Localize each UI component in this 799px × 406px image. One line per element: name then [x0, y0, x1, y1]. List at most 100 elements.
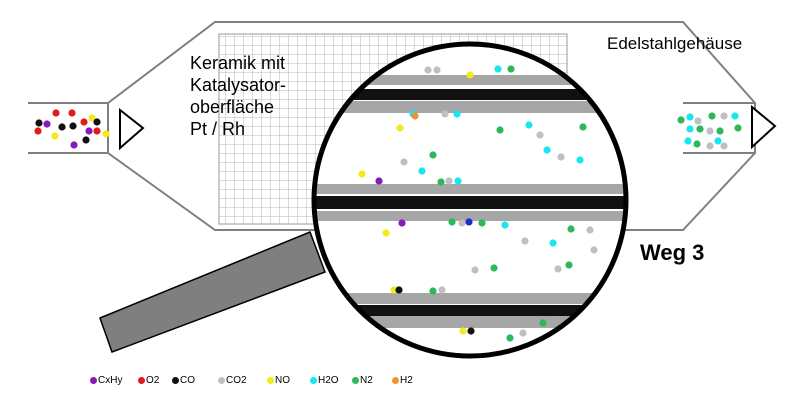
molecule-dot: [579, 123, 587, 131]
molecule-dot: [418, 167, 426, 175]
molecule-dot: [88, 114, 96, 122]
molecule-dot: [696, 125, 704, 133]
molecule-dot: [102, 130, 110, 138]
molecule-dot: [466, 71, 474, 79]
molecule-dot: [677, 116, 685, 124]
legend-swatch-co: [172, 377, 179, 384]
molecule-dot: [411, 112, 419, 120]
molecule-dot: [734, 124, 742, 132]
molecule-dot: [433, 66, 441, 74]
molecule-dot: [445, 177, 453, 185]
legend-swatch-n2: [352, 377, 359, 384]
molecule-dot: [429, 151, 437, 159]
molecule-dot: [395, 286, 403, 294]
magnifier-rim: [311, 41, 629, 359]
molecule-dot: [694, 117, 702, 125]
molecule-dot: [478, 219, 486, 227]
outlet-pipe: [683, 102, 755, 154]
molecule-dot: [708, 112, 716, 120]
molecule-dot: [590, 246, 598, 254]
inlet-pipe: [28, 102, 108, 154]
legend-swatch-h2: [392, 377, 399, 384]
molecule-dot: [686, 113, 694, 121]
molecule-dot: [536, 131, 544, 139]
molecule-dot: [69, 122, 77, 130]
molecule-dot: [458, 219, 466, 227]
legend-swatch-h2o: [310, 377, 317, 384]
molecule-dot: [525, 121, 533, 129]
molecule-dot: [85, 127, 93, 135]
molecule-dot: [565, 261, 573, 269]
molecule-dot: [684, 137, 692, 145]
molecule-dot: [400, 158, 408, 166]
legend-label-no: NO: [275, 375, 290, 386]
molecule-dot: [465, 218, 473, 226]
legend-label-co: CO: [180, 375, 195, 386]
molecule-dot: [52, 109, 60, 117]
legend-label-h2: H2: [400, 375, 413, 386]
legend-label-h2o: H2O: [318, 375, 339, 386]
molecule-dot: [554, 265, 562, 273]
molecule-dot: [706, 142, 714, 150]
legend-swatch-cxhy: [90, 377, 97, 384]
molecule-dot: [68, 109, 76, 117]
molecule-dot: [441, 110, 449, 118]
legend-label-cxhy: CxHy: [98, 375, 123, 386]
ceramic-label-line-2: Katalysator-: [190, 75, 287, 95]
ceramic-label-line-3: oberfläche: [190, 97, 275, 117]
molecule-dot: [519, 329, 527, 337]
molecule-dot: [543, 146, 551, 154]
molecule-dot: [471, 266, 479, 274]
legend-label-n2: N2: [360, 375, 373, 386]
molecule-dot: [375, 177, 383, 185]
molecule-dot: [437, 178, 445, 186]
molecule-dot: [501, 221, 509, 229]
molecule-dot: [58, 123, 66, 131]
molecule-dot: [70, 141, 78, 149]
molecule-dot: [549, 239, 557, 247]
molecule-dot: [693, 140, 701, 148]
molecule-dot: [448, 218, 456, 226]
molecule-dot: [358, 170, 366, 178]
molecule-dot: [93, 127, 101, 135]
molecule-dot: [93, 118, 101, 126]
ceramic-label-line-1: Keramik mit: [190, 53, 286, 73]
molecule-dot: [506, 334, 514, 342]
legend-swatch-co2: [218, 377, 225, 384]
legend-label-o2: O2: [146, 375, 160, 386]
molecule-field: [34, 65, 742, 342]
molecule-dot: [731, 112, 739, 120]
molecule-dot: [396, 124, 404, 132]
molecule-dot: [494, 65, 502, 73]
molecule-dot: [43, 120, 51, 128]
ceramic-label-line-4: Pt / Rh: [190, 119, 246, 139]
molecule-dot: [80, 118, 88, 126]
molecule-dot: [716, 127, 724, 135]
path-label: Weg 3: [640, 240, 705, 265]
molecule-dot: [706, 127, 714, 135]
legend-swatch-o2: [138, 377, 145, 384]
molecule-dot: [34, 127, 42, 135]
legend-swatch-no: [267, 377, 274, 384]
molecule-dot: [539, 319, 547, 327]
inlet-flow-arrow: [119, 107, 145, 151]
molecule-dot: [720, 112, 728, 120]
molecule-dot: [453, 110, 461, 118]
molecule-dot: [521, 237, 529, 245]
molecule-dot: [82, 136, 90, 144]
molecule-dot: [720, 142, 728, 150]
molecule-dot: [35, 119, 43, 127]
molecule-dot: [398, 219, 406, 227]
ceramic-label: Keramik mit Katalysator- oberfläche Pt /…: [190, 52, 286, 140]
molecule-dot: [390, 286, 398, 294]
molecule-dot: [714, 137, 722, 145]
molecule-dot: [467, 327, 475, 335]
outlet-flow-arrow: [751, 104, 777, 150]
molecule-dot: [496, 126, 504, 134]
molecule-dot: [424, 66, 432, 74]
molecule-dot: [586, 226, 594, 234]
molecule-dot: [454, 177, 462, 185]
housing-label: Edelstahlgehäuse: [607, 34, 743, 53]
